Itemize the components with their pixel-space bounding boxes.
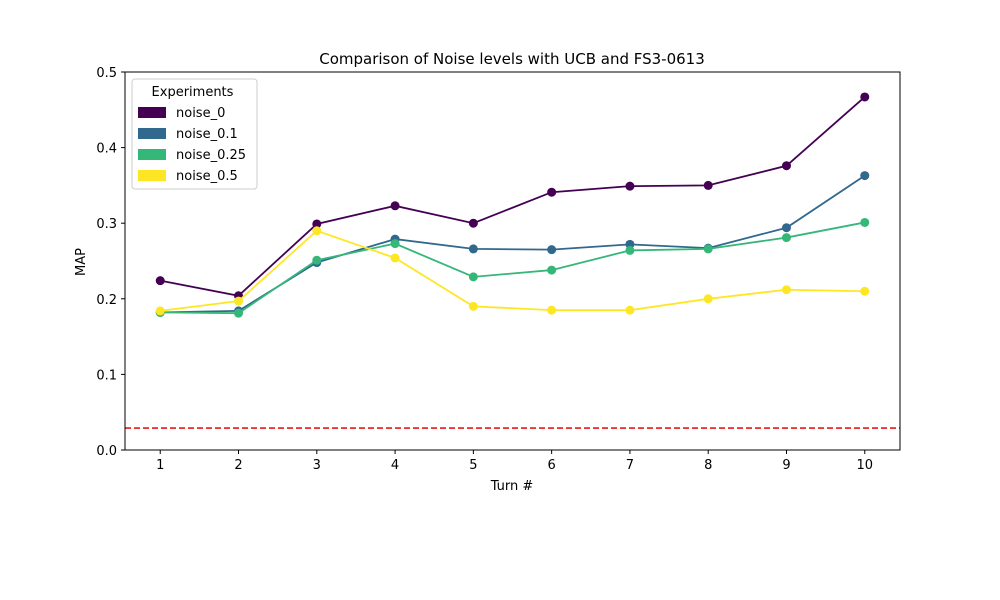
legend-swatch-noise_0.1 (138, 128, 166, 139)
y-tick-label: 0.0 (96, 444, 117, 459)
series-line-noise_0.25 (160, 221, 865, 315)
x-tick-label: 4 (391, 458, 399, 473)
data-point-noise_0.5-1 (155, 306, 165, 316)
legend-swatch-noise_0.5 (138, 170, 166, 181)
legend-title: Experiments (152, 85, 234, 100)
data-point-noise_0-7 (625, 181, 635, 191)
x-tick-label: 9 (782, 458, 790, 473)
data-point-noise_0.25-9 (781, 233, 791, 243)
data-point-noise_0.25-7 (625, 245, 635, 255)
y-axis-label: MAP (74, 248, 89, 276)
axes: 1 2 3 4 5 6 7 8 9 10 0.0 0.1 0.2 0.3 0.4 0.5 (96, 66, 901, 473)
data-point-noise_0-3 (312, 219, 322, 229)
series-line-noise_0.5 (160, 229, 865, 312)
legend-entry-noise_0.25: noise_0.25 (176, 148, 246, 163)
x-tick-label: 1 (156, 458, 164, 473)
data-point-noise_0-6 (547, 187, 557, 197)
data-point-noise_0.5-7 (625, 305, 635, 315)
x-tick-label: 8 (704, 458, 712, 473)
data-point-noise_0.25-5 (468, 272, 478, 282)
y-tick-label: 0.2 (96, 293, 117, 308)
legend-swatch-noise_0.25 (138, 149, 166, 160)
data-point-noise_0.25-4 (390, 239, 400, 249)
x-tick-label: 6 (548, 458, 556, 473)
x-tick-label: 3 (313, 458, 321, 473)
data-point-noise_0.25-6 (547, 265, 557, 275)
data-point-noise_0.25-10 (860, 217, 870, 227)
series-line-noise_0.1 (160, 174, 866, 314)
chart-title: Comparison of Noise levels with UCB and … (319, 50, 705, 68)
data-point-noise_0-4 (390, 201, 400, 211)
data-point-noise_0.1-6 (547, 245, 557, 255)
data-point-noise_0.1-10 (860, 171, 870, 181)
y-tick-label: 0.4 (96, 142, 117, 157)
x-tick-label: 7 (626, 458, 634, 473)
y-tick-label: 0.5 (96, 66, 117, 81)
data-point-noise_0-5 (468, 218, 478, 228)
data-point-noise_0-1 (155, 276, 165, 286)
data-point-noise_0.5-2 (234, 296, 244, 306)
legend-swatch-noise_0 (138, 107, 166, 118)
x-tick-label: 10 (856, 458, 873, 473)
data-point-noise_0-10 (860, 92, 870, 102)
data-point-noise_0.1-5 (468, 244, 478, 254)
data-point-noise_0-8 (703, 180, 713, 190)
data-point-noise_0.5-9 (781, 285, 791, 295)
legend-frame (131, 78, 258, 190)
series-line-noise_0 (160, 96, 866, 297)
plot-frame (124, 71, 901, 451)
data-point-noise_0.5-8 (703, 294, 713, 304)
x-tick-label: 5 (469, 458, 477, 473)
legend: Experiments noise_0 noise_0.1 noise_0.25noi… (131, 78, 258, 190)
x-tick-label: 2 (234, 458, 242, 473)
data-point-noise_0.5-3 (312, 226, 322, 236)
y-tick-label: 0.1 (96, 368, 117, 383)
legend-entry-noise_0: noise_0 (176, 106, 225, 121)
x-axis-label: Turn # (490, 479, 534, 494)
data-point-noise_0.1-9 (781, 223, 791, 233)
data-point-noise_0.5-10 (860, 286, 870, 296)
data-point-noise_0.5-5 (468, 301, 478, 311)
data-point-noise_0.25-2 (234, 308, 244, 318)
data-point-noise_0.25-3 (312, 255, 322, 265)
data-point-noise_0.5-4 (390, 253, 400, 263)
plot-area (125, 92, 900, 429)
data-point-noise_0.5-6 (547, 305, 557, 315)
legend-entry-noise_0.5: noise_0.5 (176, 169, 238, 184)
legend-entry-noise_0.1: noise_0.1 (176, 127, 238, 142)
y-tick-label: 0.3 (96, 217, 117, 232)
data-point-noise_0-9 (781, 161, 791, 171)
data-point-noise_0.25-8 (703, 244, 713, 254)
